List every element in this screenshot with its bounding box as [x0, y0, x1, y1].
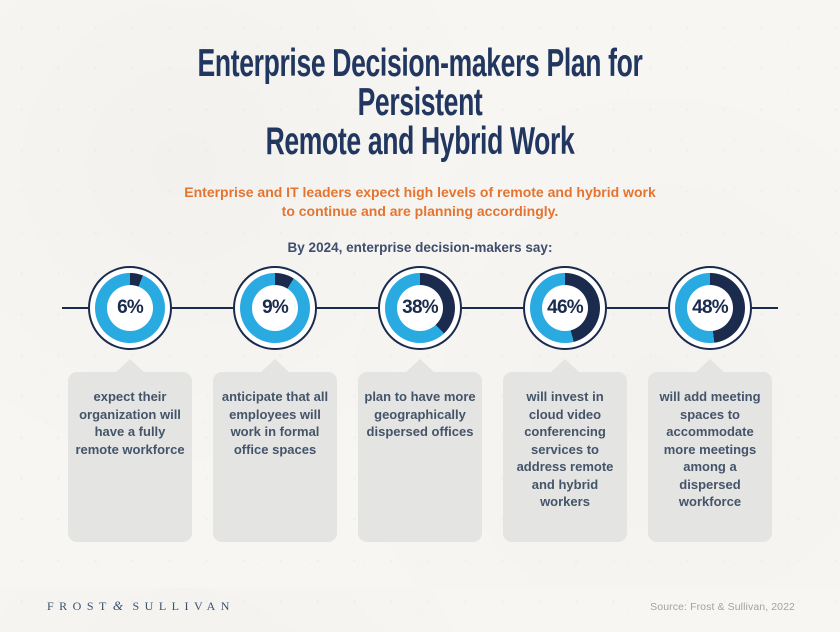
card-pointer-icon: [260, 359, 290, 373]
page-title-line-2: Remote and Hybrid Work: [265, 120, 575, 163]
logo-ampersand: &: [112, 598, 129, 613]
stat-card-label-4: will invest in cloud video conferencing …: [516, 389, 614, 509]
stat-cards-row: expect their organization will have a fu…: [68, 359, 772, 542]
donut-ring-1: 6%: [95, 273, 165, 343]
stat-card-1: expect their organization will have a fu…: [68, 359, 192, 542]
donut-ring-4: 46%: [530, 273, 600, 343]
frost-sullivan-logo: FROST& SULLIVAN: [47, 598, 235, 614]
logo-word-sullivan: SULLIVAN: [132, 599, 235, 613]
card-pointer-icon: [405, 359, 435, 373]
source-credit: Source: Frost & Sullivan, 2022: [650, 601, 795, 613]
stat-card-label-1: expect their organization will have a fu…: [75, 389, 185, 457]
stat-card-4: will invest in cloud video conferencing …: [503, 359, 627, 542]
donut-value-label-2: 9%: [262, 297, 289, 318]
donut-center-3: 38%: [397, 285, 443, 331]
donut-center-2: 9%: [252, 285, 298, 331]
card-pointer-icon: [550, 359, 580, 373]
page-title: Enterprise Decision-makers Plan for Pers…: [134, 44, 705, 161]
donut-value-label-3: 38%: [402, 297, 438, 318]
donut-value-label-5: 48%: [692, 297, 728, 318]
card-pointer-icon: [115, 359, 145, 373]
donut-chart-3: 38%: [378, 266, 462, 350]
page-footer: FROST& SULLIVAN Source: Frost & Sullivan,…: [47, 598, 795, 614]
stat-card-3: plan to have more geographically dispers…: [358, 359, 482, 542]
donut-timeline: 6% 9% 38% 46%: [0, 266, 840, 350]
donut-center-1: 6%: [107, 285, 153, 331]
stat-card-label-5: will add meeting spaces to accommodate m…: [659, 389, 761, 509]
donut-value-label-1: 6%: [117, 297, 144, 318]
subtitle-line-2: to continue and are planning accordingly…: [281, 203, 559, 219]
donut-chart-1: 6%: [88, 266, 172, 350]
donut-ring-5: 48%: [675, 273, 745, 343]
donut-chart-5: 48%: [668, 266, 752, 350]
card-pointer-icon: [695, 359, 725, 373]
page-title-line-1: Enterprise Decision-makers Plan for Pers…: [197, 42, 643, 124]
stat-card-label-2: anticipate that all employees will work …: [221, 389, 329, 457]
logo-word-frost: FROST: [47, 599, 112, 613]
donut-chart-2: 9%: [233, 266, 317, 350]
subtitle-line-1: Enterprise and IT leaders expect high le…: [184, 184, 656, 200]
donut-center-4: 46%: [542, 285, 588, 331]
stat-card-5: will add meeting spaces to accommodate m…: [648, 359, 772, 542]
donut-center-5: 48%: [687, 285, 733, 331]
donut-value-label-4: 46%: [547, 297, 583, 318]
donut-row: 6% 9% 38% 46%: [88, 266, 752, 350]
stat-card-2: anticipate that all employees will work …: [213, 359, 337, 542]
section-label: By 2024, enterprise decision-makers say:: [287, 240, 553, 255]
donut-chart-4: 46%: [523, 266, 607, 350]
stat-card-label-3: plan to have more geographically dispers…: [364, 389, 476, 439]
page-subtitle: Enterprise and IT leaders expect high le…: [0, 183, 840, 221]
donut-ring-3: 38%: [385, 273, 455, 343]
donut-ring-2: 9%: [240, 273, 310, 343]
infographic-page: { "header": { "title_line1": "Enterprise…: [0, 44, 840, 632]
page-title-wrapper: Enterprise Decision-makers Plan for Pers…: [134, 44, 705, 161]
